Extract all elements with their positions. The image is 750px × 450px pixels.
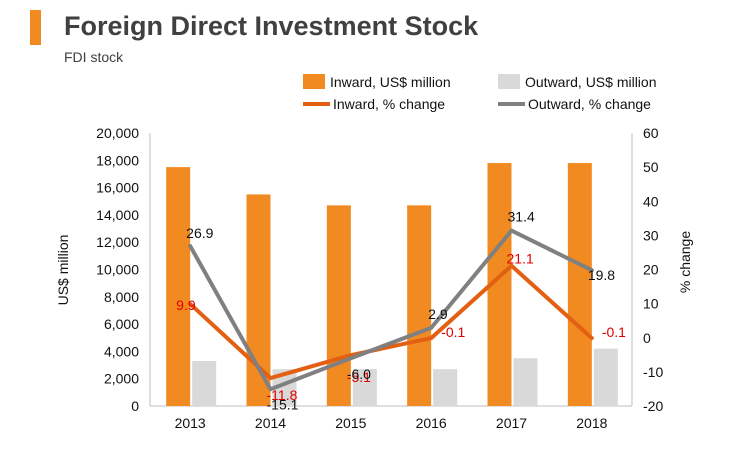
bar-outward-2013 [192,360,217,406]
y-axis-title-left: US$ million [55,235,71,306]
data-label-inward-pct: 9.9 [176,297,196,313]
y-tick-label-left: 10,000 [96,262,139,278]
y-tick-label-left: 8,000 [104,289,139,305]
x-tick-label: 2018 [576,415,607,431]
data-label-inward-pct: 21.1 [507,251,534,267]
bar-inward-2016 [407,205,432,406]
y-tick-label-right: 30 [643,227,659,243]
x-tick-label: 2016 [416,415,447,431]
bar-inward-2015 [326,205,351,406]
bar-outward-2018 [593,348,618,406]
data-label-outward-pct: 26.9 [186,225,213,241]
chart-subtitle: FDI stock [64,49,124,65]
legend-label-inward-bar: Inward, US$ million [330,74,451,90]
y-tick-label-left: 14,000 [96,207,139,223]
chart-title: Foreign Direct Investment Stock [64,11,479,41]
bar-outward-2016 [433,369,458,406]
legend-label-inward-line: Inward, % change [333,96,445,112]
y-tick-label-left: 0 [131,398,139,414]
y-tick-label-right: -10 [643,364,663,380]
bar-outward-2017 [513,358,538,406]
y-tick-label-right: -20 [643,398,663,414]
line-outward-pct [188,228,594,392]
y-tick-label-right: 40 [643,193,659,209]
legend-swatch-outward-bar [498,74,520,89]
y-tick-label-right: 10 [643,296,659,312]
data-label-outward-pct: -6.0 [347,366,371,382]
data-label-outward-pct: 31.4 [508,209,535,225]
legend-label-outward-bar: Outward, US$ million [525,74,657,90]
bar-inward-2013 [166,167,191,406]
y-tick-label-left: 18,000 [96,152,139,168]
y-tick-label-right: 50 [643,159,659,175]
data-label-outward-pct: 19.8 [588,267,615,283]
title-accent-bar [30,10,41,45]
y-tick-label-left: 16,000 [96,180,139,196]
data-label-inward-pct: -0.1 [441,324,465,340]
x-tick-label: 2014 [255,415,286,431]
y-tick-label-right: 0 [643,330,651,346]
y-tick-label-right: 20 [643,262,659,278]
legend-label-outward-line: Outward, % change [528,96,651,112]
data-label-inward-pct: -11.8 [267,387,298,403]
data-label-inward-pct: -5.1 [347,369,371,385]
data-label-outward-pct: 2.9 [428,306,448,322]
x-tick-label: 2013 [175,415,206,431]
y-tick-label-left: 2,000 [104,371,139,387]
y-tick-label-left: 12,000 [96,234,139,250]
y-tick-label-left: 20,000 [96,125,139,141]
x-tick-label: 2017 [496,415,527,431]
legend: Inward, US$ million Outward, US$ million… [303,74,657,112]
plot-area: 0 2,000 4,000 6,000 8,000 10,000 12,000 14,000 1… [96,125,663,431]
bar-inward-2018 [567,163,592,406]
y-axis-title-right: % change [677,231,693,293]
y-tick-label-left: 4,000 [104,343,139,359]
data-label-inward-pct: -0.1 [602,324,626,340]
data-label-outward-pct: -15.1 [267,396,299,412]
legend-swatch-inward-bar [303,74,325,89]
y-tick-label-left: 6,000 [104,316,139,332]
y-tick-label-right: 60 [643,125,659,141]
bar-outward-2015 [352,369,377,406]
x-tick-label: 2015 [335,415,366,431]
